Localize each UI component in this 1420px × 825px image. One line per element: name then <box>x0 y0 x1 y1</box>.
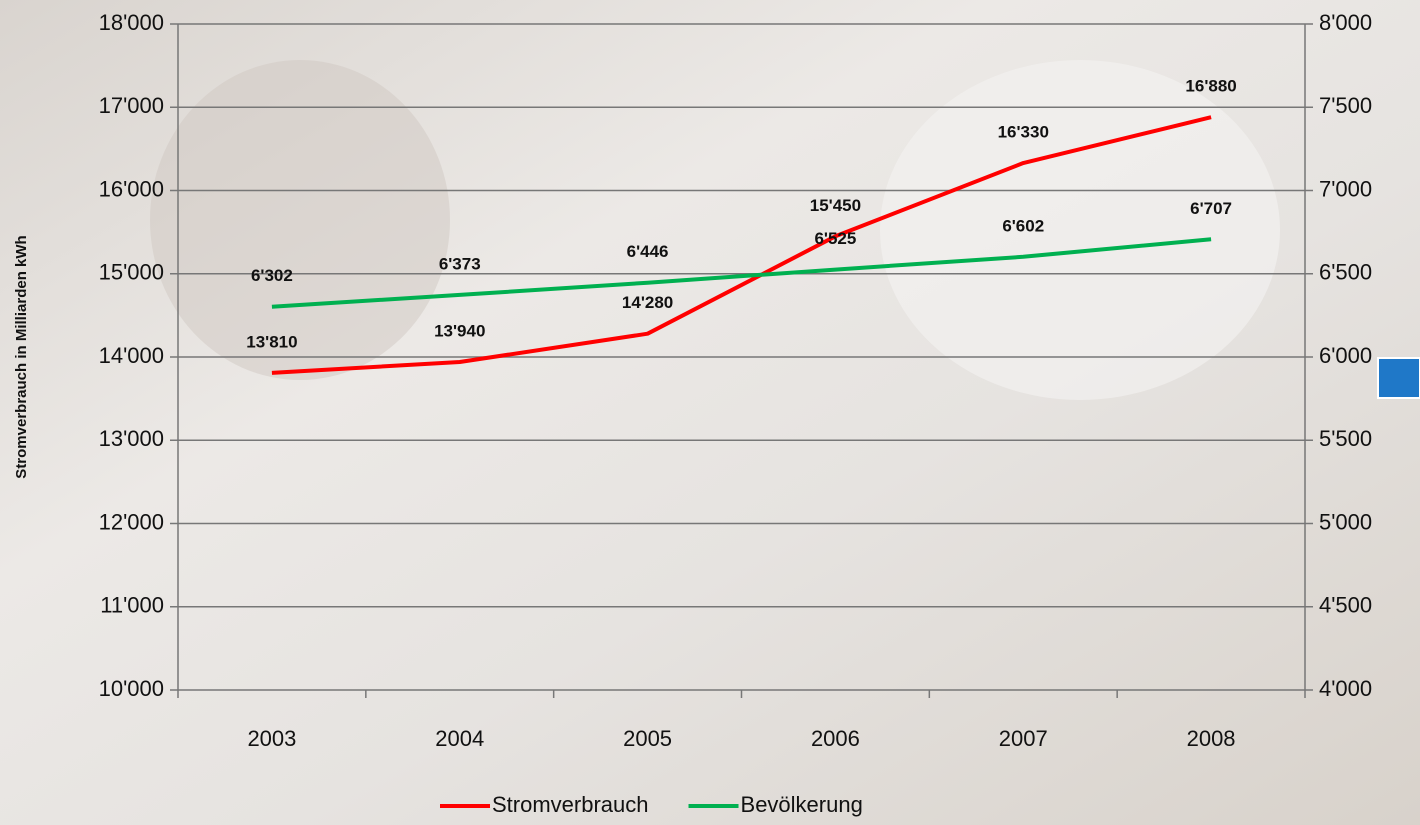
legend-label: Stromverbrauch <box>492 792 649 817</box>
y2-tick-label: 6'000 <box>1319 343 1372 368</box>
x-tick-label: 2004 <box>435 726 484 751</box>
data-label: 16'880 <box>1185 77 1236 96</box>
y-tick-label: 12'000 <box>99 509 164 534</box>
data-label: 6'446 <box>627 242 669 261</box>
y-tick-label: 18'000 <box>99 10 164 35</box>
y2-tick-label: 8'000 <box>1319 10 1372 35</box>
data-label: 6'602 <box>1002 216 1044 235</box>
y2-tick-label: 7'500 <box>1319 93 1372 118</box>
data-label: 13'940 <box>434 321 485 340</box>
y-tick-label: 13'000 <box>99 426 164 451</box>
y-tick-label: 16'000 <box>99 176 164 201</box>
y2-tick-label: 5'500 <box>1319 426 1372 451</box>
y2-tick-label: 4'000 <box>1319 676 1372 701</box>
data-label: 16'330 <box>998 123 1049 142</box>
data-label: 6'707 <box>1190 199 1232 218</box>
x-tick-label: 2006 <box>811 726 860 751</box>
y-tick-label: 15'000 <box>99 260 164 285</box>
page: {"chart_data": {"type": "line", "y_label… <box>0 0 1420 825</box>
y-tick-label: 10'000 <box>99 676 164 701</box>
x-tick-label: 2005 <box>623 726 672 751</box>
data-label: 15'450 <box>810 196 861 215</box>
legend-label: Bevölkerung <box>741 792 863 817</box>
data-label: 13'810 <box>246 332 297 351</box>
background-shape <box>880 60 1280 400</box>
data-label: 6'525 <box>814 229 856 248</box>
y-tick-label: 17'000 <box>99 93 164 118</box>
x-tick-label: 2007 <box>999 726 1048 751</box>
data-label: 6'302 <box>251 266 293 285</box>
y2-tick-label: 5'000 <box>1319 509 1372 534</box>
data-label: 14'280 <box>622 293 673 312</box>
y-tick-label: 14'000 <box>99 343 164 368</box>
y-tick-label: 11'000 <box>100 593 164 618</box>
y2-tick-label: 7'000 <box>1319 176 1372 201</box>
y2-tick-label: 4'500 <box>1319 593 1372 618</box>
data-label: 6'373 <box>439 254 481 273</box>
x-tick-label: 2008 <box>1187 726 1236 751</box>
y2-tick-label: 6'500 <box>1319 260 1372 285</box>
x-tick-label: 2003 <box>247 726 296 751</box>
y-axis-label: Stromverbrauch in Milliarden kWh <box>13 235 30 478</box>
chart: Stromverbrauch in Milliarden kWh 10'000 1… <box>0 0 1420 825</box>
decoration <box>1378 358 1420 398</box>
